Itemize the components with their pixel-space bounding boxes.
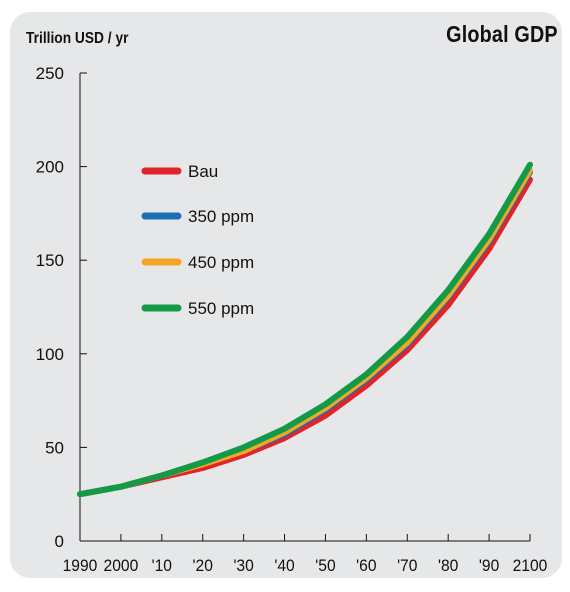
series-line-350-ppm — [77, 169, 533, 498]
y-tick-label: 100 — [36, 345, 64, 364]
x-tick-label: '10 — [152, 556, 172, 575]
chart-panel — [10, 12, 562, 578]
legend-label: 450 ppm — [188, 253, 254, 272]
x-tick-label: '60 — [356, 556, 376, 575]
x-tick-label: '40 — [274, 556, 294, 575]
series-line-550-ppm — [77, 161, 533, 498]
y-tick-label: 50 — [45, 438, 64, 457]
axes: 0 50 100 150 200 250 1990 2000 '10 '20 '30 '40 '50 '6… — [36, 64, 548, 575]
y-axis-unit-label: Trillion USD / yr — [26, 30, 129, 47]
series-line-bau — [77, 176, 533, 498]
x-tick-label: '30 — [233, 556, 253, 575]
x-tick-label: '90 — [479, 556, 499, 575]
x-tick-label: '20 — [193, 556, 213, 575]
legend-label: 550 ppm — [188, 299, 254, 318]
y-tick-label: 0 — [55, 532, 64, 551]
y-tick-label: 250 — [36, 64, 64, 83]
x-tick-label: '50 — [315, 556, 335, 575]
x-tick-label: 1990 — [63, 556, 98, 575]
x-tick-label: 2000 — [104, 556, 139, 575]
chart-title: Global GDP — [446, 21, 558, 47]
legend-label: Bau — [188, 162, 218, 181]
x-tick-label: '70 — [397, 556, 417, 575]
legend-label: 350 ppm — [188, 207, 254, 226]
legend: Bau 350 ppm 450 ppm 550 ppm — [141, 162, 254, 318]
x-tick-label: 2100 — [513, 556, 548, 575]
series-lines — [77, 161, 533, 498]
x-tick-label: '80 — [438, 556, 458, 575]
y-tick-label: 200 — [36, 158, 64, 177]
y-tick-label: 150 — [36, 251, 64, 270]
